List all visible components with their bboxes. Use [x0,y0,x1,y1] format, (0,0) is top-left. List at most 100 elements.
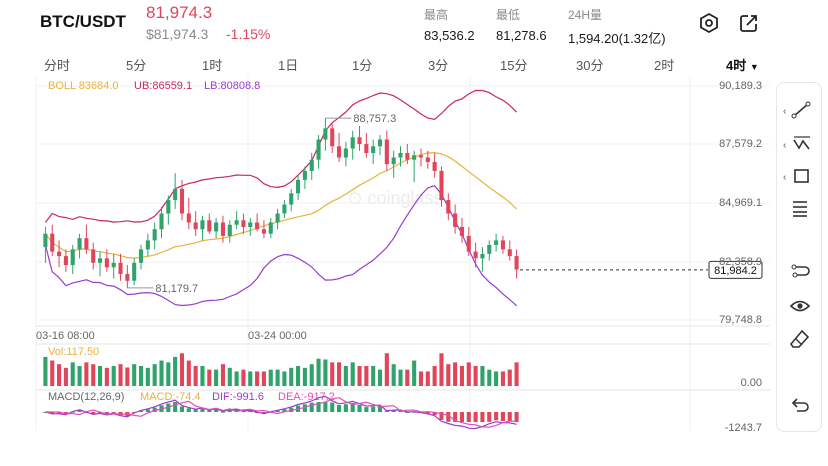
macd-bar-24 [207,410,212,412]
chart-area[interactable]: ⊙ coinglass BOLL 83684.0 UB:86559.1 LB:8… [0,76,770,436]
macd-bar-60 [453,412,458,422]
macd-bar-64 [480,412,485,422]
macd-bar-32 [261,412,266,414]
candle-body-19 [173,188,178,201]
y-tick-0: 90,189.3 [719,80,762,92]
y-tick-4: 79,748.8 [719,314,762,326]
macd-bar-57 [432,412,437,416]
volume-bar-65 [487,369,492,386]
candle-body-18 [166,200,171,214]
boll-upper-line [44,89,518,223]
annotation-label-0: 88,757.3 [353,113,396,125]
candle-body-60 [453,213,458,227]
tab-timeframe-1h[interactable]: 1时 [202,58,223,73]
candle-body-46 [357,137,362,145]
candle-body-7 [91,249,96,263]
rectangle-tool[interactable]: ‹ [783,163,817,189]
tab-timeframe-5m[interactable]: 5分 [126,58,147,73]
price-annotations: 88,757.3 81,179.7 [127,113,396,295]
volume-bar-19 [173,356,178,386]
volume-bar-32 [261,371,266,386]
macd-bar-29 [241,411,246,413]
chart-grid [35,76,770,431]
tab-timeframe-15m[interactable]: 15分 [500,58,528,73]
macd-bar-48 [371,406,376,412]
macd-bar-2 [57,412,62,414]
macd-bar-58 [439,412,444,420]
undo-icon[interactable] [783,393,817,419]
candle-body-30 [248,222,253,227]
volume-bar-48 [371,366,376,386]
volume-bar-3 [63,367,68,386]
volume-bar-56 [425,371,430,386]
volume-bar-63 [473,366,478,386]
candle-body-66 [494,240,499,245]
candlestick-chart[interactable]: ⊙ coinglass BOLL 83684.0 UB:86559.1 LB:8… [0,76,770,436]
zigzag-tool[interactable]: ‹ [783,131,817,157]
tab-timeframe-1d[interactable]: 1日 [278,58,299,73]
fibonacci-tool[interactable] [783,195,817,221]
last-price-usd: $81,974.3 [146,26,209,42]
tab-timeframe-4h[interactable]: 4时 ▼ [726,55,759,74]
candle-body-37 [296,179,301,194]
tab-timeframe-4h-label: 4时 [726,58,747,73]
volume-bar-39 [309,364,314,386]
svg-text:‹: ‹ [783,172,786,183]
tab-timeframe-2h[interactable]: 2时 [654,58,675,73]
candle-body-8 [97,258,103,263]
svg-text:‹: ‹ [783,140,786,151]
volume-bar-24 [207,369,212,386]
volume-bar-61 [459,366,465,386]
eraser-icon[interactable] [783,327,817,353]
volume-bar-41 [323,359,328,386]
candle-body-35 [282,204,287,214]
candle-body-14 [138,249,144,263]
volume-bar-44 [343,366,348,386]
volume-bar-49 [377,369,383,386]
vol-label: Vol:117.50 [48,346,99,358]
volume-bar-31 [255,371,260,386]
tab-timeframe-1m[interactable]: 1分 [352,58,373,73]
candle-body-39 [309,159,314,171]
macd-bar-43 [336,405,342,412]
volume-bar-4 [70,362,75,386]
volume-bar-6 [84,362,89,386]
share-icon[interactable] [738,12,760,34]
candle-body-3 [63,256,68,266]
volume-bar-69 [514,362,519,386]
volume-bar-52 [398,369,403,386]
candle-body-51 [391,157,396,165]
volume-bar-2 [57,364,62,386]
eye-icon[interactable] [783,293,817,319]
macd-bar-63 [473,412,478,422]
annotation-label-1: 81,179.7 [155,283,198,295]
volume-bar-51 [391,364,396,386]
candle-body-52 [398,152,403,158]
macd-bar-25 [214,409,219,412]
settings-hexagon-icon[interactable] [698,12,720,34]
candle-body-13 [132,262,137,281]
volume-bar-13 [132,364,137,386]
magnet-tool[interactable] [783,259,817,285]
macd-bar-44 [343,404,348,412]
candle-body-58 [439,170,444,201]
macd-bar-15 [145,409,150,412]
macd-bar-11 [118,412,123,416]
trendline-tool[interactable]: ‹ [783,97,817,123]
volume-bar-58 [439,353,444,386]
volume-bar-11 [118,364,123,386]
price-change-percent: -1.15% [226,26,271,42]
stat-low-value: 81,278.6 [496,28,547,43]
macd-bar-34 [275,410,280,412]
current-price-label: 81,984.2 [714,265,757,277]
tab-timeframe-30m[interactable]: 30分 [576,58,604,73]
macd-bar-39 [309,402,314,412]
trading-pair[interactable]: BTC/USDT [40,12,126,31]
macd-bar-30 [248,410,253,412]
volume-bar-64 [480,366,485,386]
tab-timeframe-3m[interactable]: 3分 [428,58,449,73]
y-tick-2: 84,969.1 [719,197,762,209]
candle-body-44 [343,148,348,158]
last-price: 81,974.3 [146,3,213,22]
tab-timeframe-line[interactable]: 分时 [44,58,71,73]
